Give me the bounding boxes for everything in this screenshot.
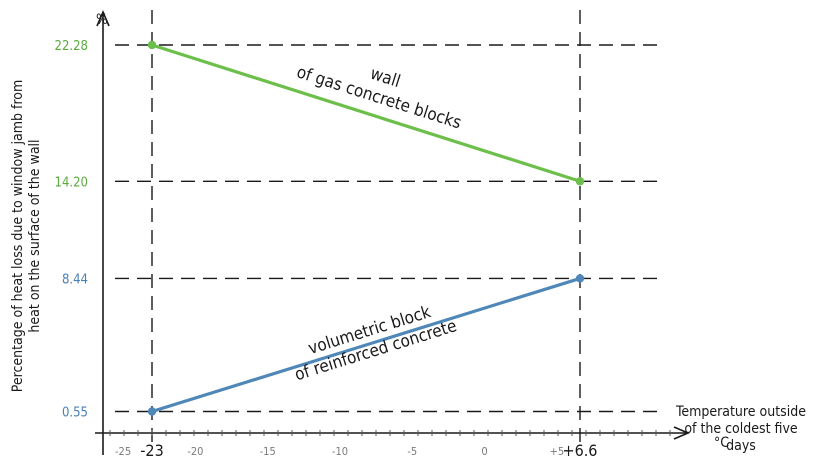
- series-0-point-1: [575, 177, 585, 186]
- x-unit-label: °C: [714, 435, 729, 451]
- x-tick-label: -25: [115, 445, 131, 458]
- x-tick-label: -15: [260, 445, 276, 458]
- series-1-point-0: [147, 407, 157, 416]
- x-tick-label: +6.6: [563, 441, 598, 460]
- series-line-0: [150, 43, 582, 183]
- x-ticks: -25 -23 -20 -15 -10 -5 0 +5+6.6: [115, 441, 597, 460]
- y-tick-label: 14.20: [55, 175, 88, 190]
- y-tick-label: 22.28: [55, 39, 88, 54]
- y-axis-arrow: [96, 9, 110, 27]
- series-1-point-1: [575, 274, 585, 283]
- x-tick-label: +5: [550, 445, 565, 458]
- x-tick-label: -20: [187, 445, 203, 458]
- x-axis-title: Temperature outside of the coldest five …: [675, 404, 806, 454]
- y-axis-title: Percentage of heat loss due to window ja…: [10, 80, 43, 393]
- y-unit-label: %: [96, 12, 108, 28]
- x-tick-label: -5: [407, 445, 417, 458]
- series-lines: [147, 40, 585, 416]
- x-tick-label: 0: [481, 445, 487, 458]
- y-axis-title-line-1: Percentage of heat loss due to window ja…: [10, 80, 26, 393]
- x-axis-title-line-1: Temperature outside: [675, 404, 806, 420]
- dashed-guides: [115, 10, 665, 447]
- x-axis-arrow: [673, 426, 691, 440]
- y-ticks: 22.28 14.20 8.44 0.55: [55, 39, 88, 421]
- x-axis-title-line-2: of the coldest five: [684, 421, 798, 437]
- axes: [95, 9, 691, 455]
- series-0-point-0: [147, 40, 157, 50]
- x-axis-title-line-3: days: [726, 438, 756, 454]
- series-line-1: [150, 276, 582, 414]
- y-tick-label: 8.44: [62, 272, 88, 287]
- y-tick-label: 0.55: [62, 406, 88, 421]
- y-axis-title-line-2: heat on the surface of the wall: [27, 139, 43, 332]
- x-tick-label: -10: [332, 445, 348, 458]
- x-tick-label: -23: [140, 441, 164, 460]
